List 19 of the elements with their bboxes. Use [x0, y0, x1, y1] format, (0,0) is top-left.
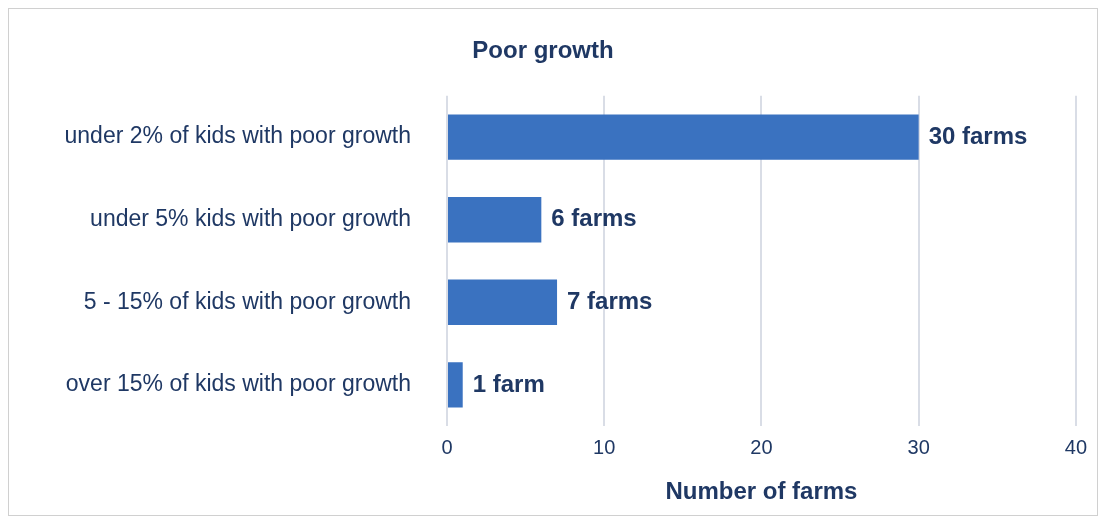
bar [448, 279, 558, 326]
y-tick-label: over 15% of kids with poor growth [65, 370, 411, 397]
x-tick-label: 30 [907, 435, 930, 458]
x-tick-label: 10 [593, 435, 616, 458]
x-tick-label: 0 [441, 435, 453, 458]
y-tick-label: 5 - 15% of kids with poor growth [83, 287, 411, 314]
y-tick-label: under 5% kids with poor growth [90, 205, 411, 232]
data-label: 6 farms [551, 204, 637, 232]
chart-title: Poor growth [472, 36, 614, 64]
x-tick-label: 40 [1064, 435, 1087, 458]
data-label: 30 farms [928, 121, 1028, 149]
bar [448, 362, 463, 408]
bar [448, 114, 919, 160]
y-tick-label: under 2% of kids with poor growth [64, 122, 411, 149]
x-tick-label: 20 [750, 435, 773, 458]
data-label: 7 farms [567, 286, 653, 314]
x-axis-title: Number of farms [665, 477, 858, 505]
bar [448, 196, 542, 243]
data-label: 1 farm [472, 369, 545, 397]
